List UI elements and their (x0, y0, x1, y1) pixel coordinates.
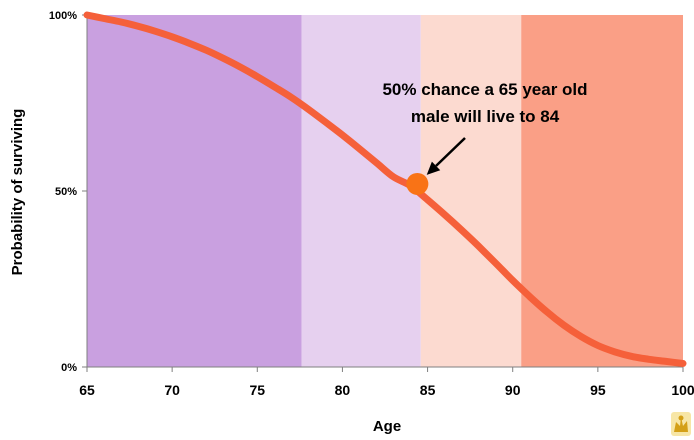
y-tick-label: 0% (61, 362, 77, 374)
annotation-arrow (435, 137, 466, 167)
annotation-line-1: 50% chance a 65 year old (382, 80, 587, 99)
y-tick-label: 100% (49, 10, 77, 22)
highlight-point-84 (406, 172, 429, 195)
survival-curve-line (83, 11, 687, 367)
x-tick-label: 100 (671, 382, 694, 398)
x-tick-labels: 65 70 75 80 85 90 95 100 (79, 382, 694, 398)
x-tick-marks (86, 367, 684, 372)
age-band-3 (420, 15, 522, 367)
annotation-line-2: male will live to 84 (411, 107, 560, 126)
x-tick-label: 75 (249, 382, 265, 398)
x-tick-label: 85 (420, 382, 436, 398)
y-tick-labels: 0% 50% 100% (49, 10, 77, 374)
annotation-arrow-head (426, 161, 441, 175)
x-tick-label: 65 (79, 382, 95, 398)
x-tick-label: 80 (335, 382, 351, 398)
age-band-2 (301, 15, 421, 367)
age-band-1 (87, 15, 302, 367)
y-tick-marks (82, 14, 87, 368)
y-axis-label: Probability of surviving (9, 109, 26, 276)
age-bands (87, 15, 683, 367)
x-tick-label: 95 (590, 382, 606, 398)
x-tick-label: 90 (505, 382, 521, 398)
x-tick-label: 70 (164, 382, 180, 398)
x-axis-label: Age (373, 418, 401, 435)
logo-icon (671, 412, 691, 436)
y-tick-label: 50% (55, 186, 77, 198)
